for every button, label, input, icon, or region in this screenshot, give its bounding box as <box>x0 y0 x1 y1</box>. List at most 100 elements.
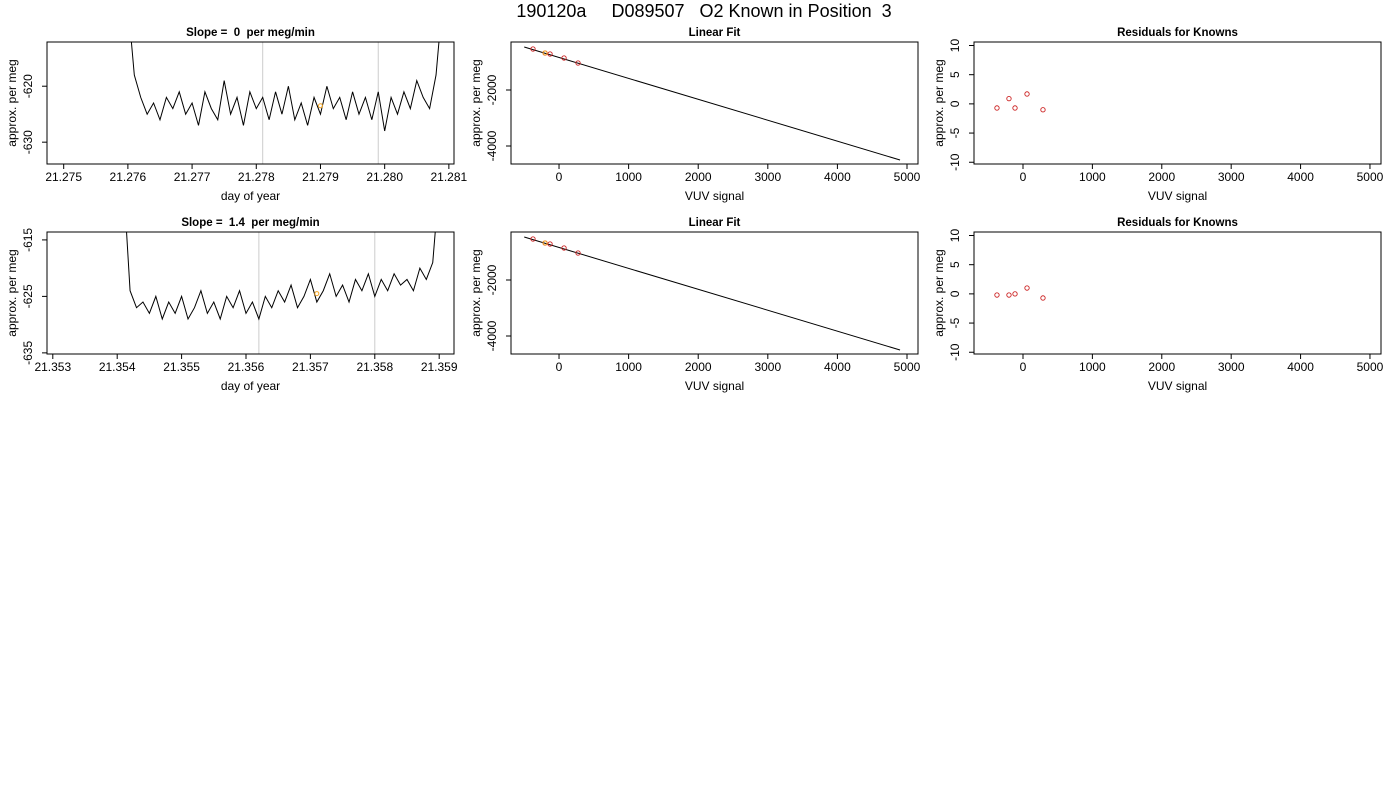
panel-title: Linear Fit <box>689 217 741 229</box>
x-tick-label: 1000 <box>615 360 642 374</box>
panel: Residuals for Knowns VUV signal approx. pe… <box>932 217 1383 393</box>
fit-line <box>524 236 901 351</box>
highlight-point <box>317 103 323 109</box>
data-point <box>1024 91 1030 97</box>
x-tick-label: 21.277 <box>174 170 211 184</box>
x-tick-label: 21.356 <box>228 360 265 374</box>
data-point <box>530 236 536 242</box>
highlight-point <box>542 240 548 246</box>
x-tick-label: 4000 <box>1287 360 1314 374</box>
x-tick-label: 2000 <box>685 170 712 184</box>
panel: Linear Fit VUV signal approx. per meg 0 1000… <box>469 217 921 393</box>
x-tick-label: 21.354 <box>99 360 136 374</box>
y-axis-label: approx. per meg <box>932 59 946 146</box>
x-tick-label: 1000 <box>615 170 642 184</box>
panel-title: Slope = 1.4 per meg/min <box>181 217 319 229</box>
plot-area <box>524 236 901 351</box>
data-point <box>547 51 553 57</box>
x-axis-label: day of year <box>221 189 280 203</box>
highlight-point <box>542 50 548 56</box>
y-tick-label: 5 <box>948 71 962 78</box>
y-tick-label: -10 <box>948 153 962 171</box>
x-tick-label: 1000 <box>1079 360 1106 374</box>
y-tick-label: -615 <box>21 228 35 252</box>
plot-area <box>524 46 901 161</box>
plot-area <box>130 42 440 164</box>
data-line <box>126 232 436 321</box>
y-tick-label: -5 <box>948 317 962 328</box>
y-tick-label: 0 <box>948 290 962 297</box>
data-point <box>994 292 1000 298</box>
y-axis-label: approx. per meg <box>5 249 19 336</box>
x-tick-label: 21.357 <box>292 360 329 374</box>
data-point <box>1040 107 1046 113</box>
data-point <box>1012 291 1018 297</box>
data-line <box>130 42 440 132</box>
data-point <box>1012 105 1018 111</box>
panel-title: Residuals for Knowns <box>1117 217 1238 229</box>
data-point <box>1040 295 1046 301</box>
x-tick-label: 3000 <box>1218 360 1245 374</box>
data-point <box>1006 292 1012 298</box>
plot-frame <box>510 41 919 165</box>
y-tick-label: -10 <box>948 343 962 361</box>
x-tick-label: 21.358 <box>356 360 393 374</box>
data-point <box>530 46 536 52</box>
x-tick-label: 3000 <box>754 170 781 184</box>
y-tick-label: -4000 <box>485 130 499 161</box>
x-tick-label: 21.359 <box>421 360 458 374</box>
panel: Slope = 1.4 per meg/min day of year approx… <box>5 217 458 393</box>
plot-frame <box>510 231 919 355</box>
x-tick-label: 3000 <box>1218 170 1245 184</box>
y-tick-label: 0 <box>948 100 962 107</box>
x-tick-label: 0 <box>556 360 563 374</box>
x-tick-label: 0 <box>556 170 563 184</box>
y-axis-label: approx. per meg <box>469 249 483 336</box>
y-tick-label: -635 <box>21 341 35 365</box>
data-point <box>994 105 1000 111</box>
y-tick-label: -4000 <box>485 320 499 351</box>
x-tick-label: 4000 <box>824 360 851 374</box>
y-axis-label: approx. per meg <box>5 59 19 146</box>
x-tick-label: 21.278 <box>238 170 275 184</box>
plot-area <box>994 91 1046 113</box>
data-point <box>561 55 567 61</box>
y-axis-label: approx. per meg <box>469 59 483 146</box>
x-tick-label: 3000 <box>754 360 781 374</box>
x-tick-label: 21.355 <box>163 360 200 374</box>
panel: Residuals for Knowns VUV signal approx. pe… <box>932 27 1383 203</box>
x-tick-label: 0 <box>1020 360 1027 374</box>
data-point <box>1024 285 1030 291</box>
x-tick-label: 2000 <box>685 360 712 374</box>
data-point <box>1006 95 1012 102</box>
x-tick-label: 1000 <box>1079 170 1106 184</box>
y-tick-label: -620 <box>21 74 35 98</box>
data-point <box>561 245 567 251</box>
y-tick-label: -625 <box>21 284 35 308</box>
x-tick-label: 2000 <box>1148 170 1175 184</box>
page-title: 190120a D089507 O2 Known in Position 3 <box>516 1 891 21</box>
x-tick-label: 5000 <box>894 360 921 374</box>
x-tick-label: 4000 <box>824 170 851 184</box>
data-point <box>575 250 581 256</box>
plot-area <box>994 285 1046 301</box>
x-axis-label: VUV signal <box>685 379 744 393</box>
y-tick-label: 10 <box>948 39 962 53</box>
panel-title: Residuals for Knowns <box>1117 27 1238 39</box>
fit-line <box>524 46 901 161</box>
y-axis-label: approx. per meg <box>932 249 946 336</box>
x-tick-label: 21.276 <box>110 170 147 184</box>
y-tick-label: 10 <box>948 229 962 243</box>
plot-area <box>126 232 436 354</box>
x-tick-label: 21.281 <box>431 170 468 184</box>
x-axis-label: VUV signal <box>1148 189 1207 203</box>
x-tick-label: 5000 <box>1357 170 1384 184</box>
y-tick-label: -2000 <box>485 74 499 105</box>
x-tick-label: 21.280 <box>366 170 403 184</box>
x-tick-label: 5000 <box>1357 360 1384 374</box>
y-tick-label: -5 <box>948 127 962 138</box>
x-axis-label: day of year <box>221 379 280 393</box>
y-tick-label: 5 <box>948 261 962 268</box>
x-axis-label: VUV signal <box>1148 379 1207 393</box>
